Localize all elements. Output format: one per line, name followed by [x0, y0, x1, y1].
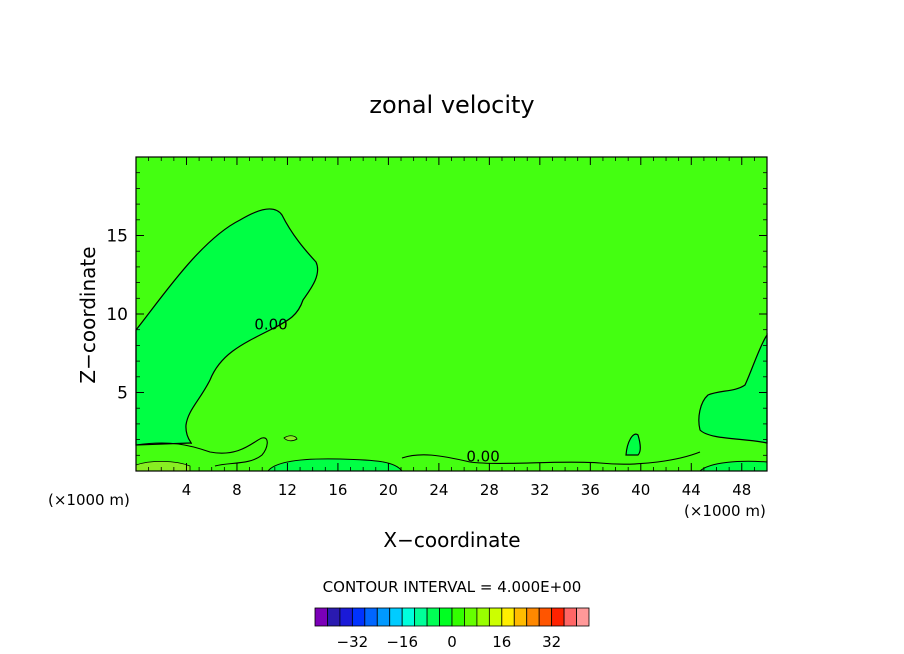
contour-interval-label: CONTOUR INTERVAL = 4.000E+00	[323, 578, 582, 596]
x-tick-label-0: 4	[182, 481, 192, 499]
positive-band	[135, 460, 191, 472]
y-tick-label-2: 15	[106, 227, 128, 247]
colorbar-swatch-7	[401, 607, 416, 627]
x-tick-label-7: 32	[530, 481, 549, 499]
colorbar-swatch-15	[501, 607, 515, 627]
colorbar-swatch-6	[389, 607, 403, 627]
colorbar-swatch-13	[476, 607, 490, 627]
colorbar-swatch-3	[351, 607, 366, 627]
colorbar-swatch-5	[376, 607, 391, 627]
contour-label-1: 0.00	[466, 448, 499, 466]
contour-label-0: 0.00	[254, 316, 287, 334]
colorbar-swatch-21	[576, 607, 590, 627]
x-units-left: (×1000 m)	[48, 491, 130, 509]
x-tick-label-10: 44	[682, 481, 701, 499]
x-tick-label-5: 24	[429, 481, 448, 499]
colorbar-swatch-11	[451, 607, 465, 627]
colorbar-swatch-0	[314, 607, 328, 627]
colorbar-swatch-10	[439, 607, 453, 627]
colorbar-ticks: −32 −16 0 16 32	[337, 633, 562, 651]
zero-contour-lower	[135, 437, 701, 467]
colorbar-swatch-18	[538, 607, 553, 627]
negative-region-small	[625, 433, 641, 456]
x-units-right: (×1000 m)	[684, 502, 766, 520]
colorbar-tick-label-0: −32	[337, 633, 369, 651]
y-tick-label-0: 5	[117, 384, 128, 404]
positive-patch	[283, 435, 298, 442]
x-tick-label-6: 28	[480, 481, 499, 499]
colorbar-swatch-12	[464, 607, 478, 627]
plot-area: 0.00 0.00	[135, 156, 768, 472]
colorbar-swatch-16	[513, 607, 528, 627]
colorbar-swatch-17	[526, 607, 540, 627]
negative-region-right	[698, 333, 768, 444]
chart-title: zonal velocity	[369, 91, 534, 119]
x-axis-label: X−coordinate	[383, 528, 520, 552]
negative-region-bottom	[266, 458, 404, 472]
x-tick-label-11: 48	[732, 481, 751, 499]
x-tick-label-3: 16	[328, 481, 347, 499]
colorbar-tick-label-2: 0	[447, 633, 457, 651]
x-tick-label-4: 20	[379, 481, 398, 499]
x-tick-label-2: 12	[278, 481, 297, 499]
x-tick-label-8: 36	[581, 481, 600, 499]
y-axis-ticks: 5 10 15	[106, 172, 767, 456]
colorbar-tick-label-4: 32	[542, 633, 561, 651]
colorbar-swatch-20	[563, 607, 577, 627]
colorbar-swatch-14	[488, 607, 503, 627]
colorbar-swatch-1	[327, 607, 341, 627]
negative-region-left	[135, 208, 319, 446]
colorbar-swatch-19	[551, 607, 565, 627]
colorbar-swatch-2	[339, 607, 353, 627]
colorbar-swatch-8	[414, 607, 428, 627]
y-axis-label: Z−coordinate	[76, 246, 100, 383]
y-tick-label-1: 10	[106, 305, 128, 325]
colorbar-tick-label-1: −16	[386, 633, 418, 651]
colorbar-swatch-4	[364, 607, 378, 627]
colorbar-tick-label-3: 16	[492, 633, 511, 651]
colorbar-swatch-9	[426, 607, 440, 627]
x-axis-ticks: 4 8 12 16 20 24 28 32 36 40 44 48	[148, 157, 755, 499]
x-tick-label-9: 40	[631, 481, 650, 499]
x-tick-label-1: 8	[232, 481, 242, 499]
colorbar	[314, 607, 590, 627]
